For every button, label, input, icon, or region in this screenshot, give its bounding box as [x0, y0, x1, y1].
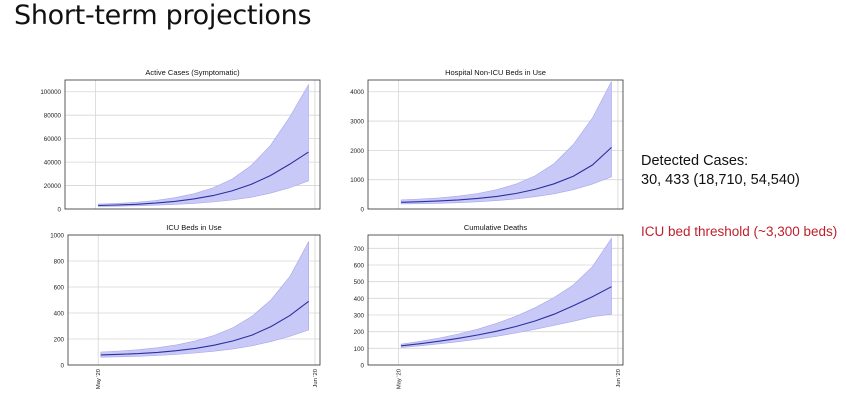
confidence-band [400, 237, 612, 348]
y-tick-label: 2000 [350, 148, 364, 155]
y-tick-label: 1000 [50, 233, 64, 240]
y-tick-label: 40000 [44, 160, 62, 167]
median-line [98, 151, 309, 207]
icu-threshold-note: ICU bed threshold (~3,300 beds) [641, 224, 838, 239]
x-tick-label: May '20 [96, 369, 102, 389]
y-tick-label: 400 [354, 296, 365, 303]
y-tick-label: 20000 [44, 183, 62, 190]
chart-panel: 0 1000 2000 3000 4000 Hospital Non-ICU Beds i… [350, 68, 624, 214]
y-tick-label: 800 [54, 259, 65, 266]
detected-cases-label: Detected Cases: [641, 153, 749, 169]
chart-title: Hospital Non-ICU Beds in Use [445, 68, 546, 77]
y-tick-label: 0 [361, 207, 365, 214]
y-tick-label: 1000 [350, 177, 364, 184]
y-tick-label: 100000 [40, 89, 61, 96]
y-tick-label: 80000 [44, 113, 62, 120]
confidence-band [100, 241, 309, 358]
plot-frame [67, 234, 321, 366]
plot-frame [64, 79, 321, 210]
y-tick-label: 3000 [350, 119, 364, 126]
y-tick-label: 4000 [350, 89, 364, 96]
y-tick-label: 400 [54, 311, 65, 318]
y-tick-label: 500 [354, 279, 365, 286]
median-line [100, 300, 310, 356]
chart-title: Cumulative Deaths [464, 223, 528, 232]
plot-frame [367, 234, 624, 366]
y-tick-label: 60000 [44, 136, 62, 143]
y-tick-label: 200 [54, 337, 65, 344]
x-tick-label: Jun '20 [616, 369, 622, 388]
y-tick-label: 0 [361, 363, 365, 370]
y-tick-label: 100 [354, 346, 365, 353]
y-tick-label: 0 [61, 363, 65, 370]
y-tick-label: 700 [354, 246, 365, 253]
y-tick-label: 600 [354, 263, 365, 270]
detected-cases-value: 30, 433 (18,710, 54,540) [641, 172, 800, 188]
y-tick-label: 600 [54, 285, 65, 292]
y-tick-label: 300 [354, 313, 365, 320]
y-tick-label: 200 [354, 329, 365, 336]
confidence-band [400, 81, 612, 205]
chart-title: ICU Beds in Use [166, 223, 221, 232]
median-line [401, 286, 612, 347]
plot-frame [367, 79, 624, 210]
median-line [401, 146, 612, 203]
chart-panel: 0 20000 40000 60000 80000 100000 Active Cases … [40, 68, 321, 214]
slide-title: Short-term projections [14, 0, 312, 31]
chart-panel: 0 100 200 300 400 500 600 700 Cumulative Deaths M… [354, 223, 624, 389]
x-tick-label: Jun '20 [313, 369, 319, 388]
y-tick-label: 0 [58, 207, 62, 214]
confidence-band [97, 83, 309, 207]
chart-title: Active Cases (Symptomatic) [145, 68, 240, 77]
x-tick-label: May '20 [397, 369, 403, 389]
chart-panel: 0 200 400 600 800 1000 ICU Beds in Use May '20 J… [50, 223, 321, 389]
